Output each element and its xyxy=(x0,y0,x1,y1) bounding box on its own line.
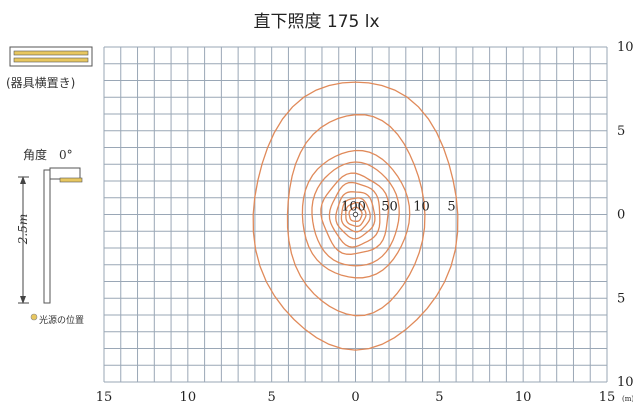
x-tick-label: 10 xyxy=(515,390,532,405)
y-tick-label: 10 xyxy=(617,375,633,390)
contour-ring xyxy=(252,81,459,351)
contour-lines: 100 50 10 5 xyxy=(252,81,459,351)
fixture-icon-bar-bottom xyxy=(13,57,89,63)
contour-ring xyxy=(340,197,371,233)
y-tick-label: 5 xyxy=(617,124,625,139)
page-title: 直下照度 175 lx xyxy=(253,12,380,32)
contour-ring xyxy=(320,172,390,255)
y-tick-label: 5 xyxy=(617,291,625,306)
contour-value-label: 5 xyxy=(447,200,455,215)
x-unit-label: (m) xyxy=(622,395,633,403)
fixture-orientation-label: (器具横置き) xyxy=(6,76,76,90)
x-tick-label: 15 xyxy=(96,390,113,405)
x-tick-label: 10 xyxy=(180,390,197,405)
luminaire-lamp xyxy=(59,177,83,183)
contour-ring xyxy=(328,181,381,248)
y-tick-label: 0 xyxy=(617,208,625,223)
source-dot xyxy=(30,313,38,321)
contour-value-label: 100 xyxy=(341,200,366,215)
source-position-label: 光源の位置 xyxy=(39,316,85,326)
contour-ring xyxy=(335,191,376,240)
x-tick-label: 5 xyxy=(268,390,276,405)
center-marker xyxy=(352,211,359,218)
contour-ring xyxy=(311,161,400,267)
height-arrow-top xyxy=(20,176,26,184)
contour-ring xyxy=(348,206,363,222)
contour-ring xyxy=(301,149,411,279)
x-tick-label: 15 xyxy=(599,390,616,405)
x-tick-label: 0 xyxy=(351,390,359,405)
fixture-icon-bar-top xyxy=(13,50,89,56)
x-tick-label: 5 xyxy=(435,390,443,405)
pole xyxy=(43,169,51,304)
angle-label: 角度 0° xyxy=(23,148,73,162)
grid-lines xyxy=(103,46,608,383)
contour-ring xyxy=(286,114,426,317)
contour-value-label: 50 xyxy=(381,200,398,215)
contour-value-label: 10 xyxy=(413,200,430,215)
y-tick-label: 10 xyxy=(617,40,633,55)
contour-ring xyxy=(345,201,367,228)
height-arrow-bottom xyxy=(20,296,26,304)
